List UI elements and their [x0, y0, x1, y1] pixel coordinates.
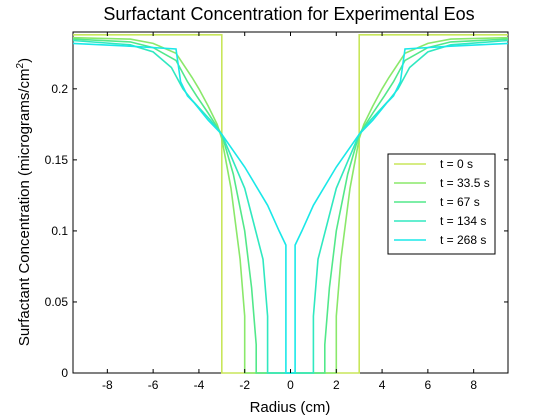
y-tick-label: 0.1	[51, 224, 68, 238]
x-tick-label: -8	[102, 378, 113, 392]
legend-label-2: t = 33.5 s	[440, 176, 490, 190]
x-tick-label: -6	[148, 378, 159, 392]
x-tick-label: 8	[470, 378, 477, 392]
legend-label-4: t = 134 s	[440, 214, 486, 228]
y-axis-label-superscript: 2	[15, 62, 26, 68]
legend-label-5: t = 268 s	[440, 233, 486, 247]
x-tick-label: 0	[287, 378, 294, 392]
y-axis-label: Surfactant Concentration (micrograms/cm2…	[15, 58, 33, 346]
y-tick-label: 0.2	[51, 82, 68, 96]
y-axis-label-close: )	[16, 58, 33, 63]
chart-title: Surfactant Concentration for Experimenta…	[103, 4, 474, 24]
x-axis-label: Radius (cm)	[250, 399, 331, 416]
x-tick-label: -2	[239, 378, 250, 392]
y-axis-label-main: Surfactant Concentration (micrograms/cm	[16, 68, 33, 346]
y-tick-label: 0.05	[45, 295, 69, 309]
y-tick-label: 0	[61, 366, 68, 380]
x-tick-label: 6	[425, 378, 432, 392]
x-tick-label: -4	[194, 378, 205, 392]
x-tick-label: 4	[379, 378, 386, 392]
legend: t = 0 s t = 33.5 s t = 67 s t = 134 s t = 26…	[387, 153, 496, 255]
y-tick-label: 0.15	[45, 153, 69, 167]
legend-box	[387, 153, 496, 255]
axis-ticks: -8 -6 -4 -2 0 2 4 6 8 0 0.05 0.1 0.15 0.2	[45, 32, 508, 392]
x-tick-label: 2	[333, 378, 340, 392]
legend-label-3: t = 67 s	[440, 195, 480, 209]
legend-items: t = 0 s t = 33.5 s t = 67 s t = 134 s t = 26…	[394, 157, 490, 247]
legend-label-1: t = 0 s	[440, 157, 473, 171]
